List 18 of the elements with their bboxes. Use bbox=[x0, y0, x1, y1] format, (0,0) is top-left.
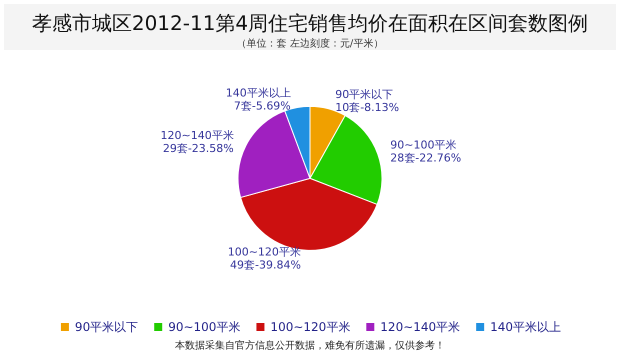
data-label: 28套-22.76% bbox=[390, 151, 462, 164]
data-label: 7套-5.69% bbox=[234, 100, 291, 113]
legend-label: 120~140平米 bbox=[380, 320, 460, 334]
data-label: 49套-39.84% bbox=[230, 258, 301, 272]
legend-label: 140平米以上 bbox=[490, 320, 562, 334]
text: 本数据采集自官方信息公开数据，难免有所遗漏，仅供参考！ bbox=[175, 340, 445, 352]
data-label: 10套-8.13% bbox=[335, 100, 400, 114]
chart-title: 孝感市城区2012-11第4周住宅销售均价在面积在区间套数图例 bbox=[32, 11, 588, 35]
slice-label: 100~120平米 bbox=[228, 245, 301, 258]
slice-label: 120~140平米 bbox=[160, 128, 234, 142]
chart-subtitle: （单位：套 左边刻度：元/平米） bbox=[236, 38, 384, 50]
slice-label: 90平米以下 bbox=[335, 88, 394, 101]
data-label: 29套-23.58% bbox=[162, 142, 234, 155]
slice-label: 140平米以上 bbox=[226, 86, 291, 100]
legend-label: 100~120平米 bbox=[270, 320, 350, 334]
legend-label: 90平米以下 bbox=[74, 320, 138, 334]
legend-label: 90~100平米 bbox=[168, 320, 240, 334]
slice-label: 90~100平米 bbox=[390, 138, 457, 152]
